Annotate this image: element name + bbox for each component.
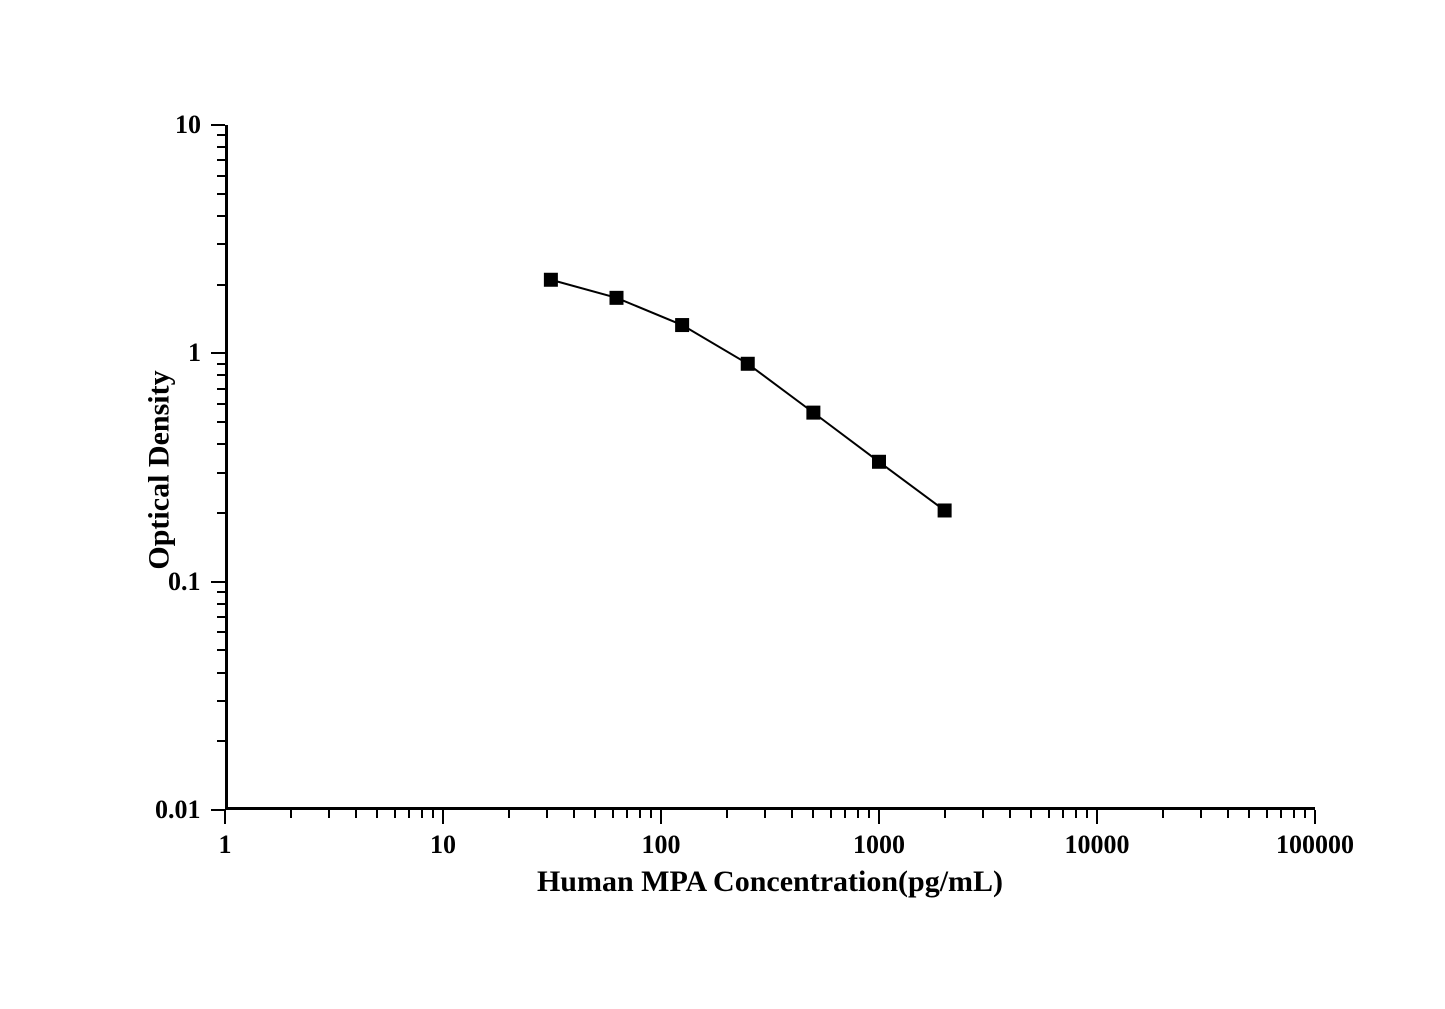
x-tick-minor (612, 810, 614, 818)
y-tick-minor (217, 421, 225, 423)
y-tick-minor (217, 672, 225, 674)
x-tick-minor (546, 810, 548, 818)
y-tick-minor (217, 591, 225, 593)
y-tick-minor (217, 603, 225, 605)
x-tick-minor (573, 810, 575, 818)
x-tick-minor (1162, 810, 1164, 818)
x-tick-major (1096, 810, 1098, 824)
y-tick-minor (217, 134, 225, 136)
y-tick-minor (217, 374, 225, 376)
x-tick-minor (594, 810, 596, 818)
x-tick-minor (626, 810, 628, 818)
series-line (551, 280, 945, 511)
x-tick-minor (421, 810, 423, 818)
y-tick-major (211, 352, 225, 354)
x-tick-minor (944, 810, 946, 818)
series-marker (741, 357, 755, 371)
x-tick-minor (857, 810, 859, 818)
x-tick-minor (1304, 810, 1306, 818)
y-tick-minor (217, 193, 225, 195)
x-tick-label: 10000 (1065, 830, 1130, 860)
y-tick-minor (217, 363, 225, 365)
x-tick-minor (328, 810, 330, 818)
series-marker (806, 406, 820, 420)
y-tick-minor (217, 740, 225, 742)
series-marker (675, 318, 689, 332)
x-tick-minor (355, 810, 357, 818)
y-tick-label: 0.01 (155, 795, 201, 825)
series-marker (544, 273, 558, 287)
x-tick-minor (1062, 810, 1064, 818)
y-axis-label: Optical Density (143, 370, 177, 569)
x-tick-minor (1086, 810, 1088, 818)
x-tick-minor (791, 810, 793, 818)
x-tick-minor (1009, 810, 1011, 818)
y-tick-minor (217, 403, 225, 405)
y-tick-major (211, 124, 225, 126)
x-tick-minor (650, 810, 652, 818)
x-tick-minor (408, 810, 410, 818)
x-tick-minor (1048, 810, 1050, 818)
x-tick-label: 100 (642, 830, 681, 860)
y-tick-major (211, 581, 225, 583)
x-tick-minor (639, 810, 641, 818)
x-tick-label: 100000 (1276, 830, 1354, 860)
x-tick-minor (394, 810, 396, 818)
x-tick-minor (1248, 810, 1250, 818)
x-tick-minor (1266, 810, 1268, 818)
x-tick-minor (1293, 810, 1295, 818)
y-tick-minor (217, 512, 225, 514)
x-tick-minor (1200, 810, 1202, 818)
x-axis-label: Human MPA Concentration(pg/mL) (510, 865, 1030, 899)
x-tick-minor (1030, 810, 1032, 818)
x-tick-minor (982, 810, 984, 818)
x-tick-label: 10 (430, 830, 456, 860)
y-tick-minor (217, 472, 225, 474)
y-tick-minor (217, 146, 225, 148)
x-tick-minor (830, 810, 832, 818)
x-tick-minor (868, 810, 870, 818)
x-tick-minor (1227, 810, 1229, 818)
y-tick-minor (217, 175, 225, 177)
x-tick-label: 1 (219, 830, 232, 860)
y-tick-minor (217, 649, 225, 651)
x-tick-minor (1280, 810, 1282, 818)
x-tick-minor (1075, 810, 1077, 818)
data-layer (0, 0, 1445, 1009)
y-tick-minor (217, 284, 225, 286)
chart-container: Optical Density Human MPA Concentration(… (0, 0, 1445, 1009)
y-tick-label: 1 (188, 338, 201, 368)
y-tick-minor (217, 631, 225, 633)
y-tick-minor (217, 243, 225, 245)
x-tick-major (442, 810, 444, 824)
series-marker (938, 503, 952, 517)
y-tick-minor (217, 388, 225, 390)
x-tick-major (878, 810, 880, 824)
x-tick-minor (812, 810, 814, 818)
x-tick-minor (508, 810, 510, 818)
y-tick-label: 10 (175, 110, 201, 140)
x-tick-minor (844, 810, 846, 818)
series-marker (872, 455, 886, 469)
x-tick-minor (376, 810, 378, 818)
y-tick-minor (217, 443, 225, 445)
x-tick-minor (726, 810, 728, 818)
series-marker (610, 291, 624, 305)
x-tick-major (660, 810, 662, 824)
x-tick-major (224, 810, 226, 824)
x-tick-minor (290, 810, 292, 818)
y-tick-minor (217, 700, 225, 702)
y-tick-minor (217, 215, 225, 217)
y-tick-major (211, 809, 225, 811)
x-tick-minor (432, 810, 434, 818)
x-tick-minor (764, 810, 766, 818)
y-tick-label: 0.1 (168, 567, 201, 597)
y-tick-minor (217, 159, 225, 161)
y-tick-minor (217, 616, 225, 618)
x-tick-label: 1000 (853, 830, 905, 860)
x-tick-major (1314, 810, 1316, 824)
